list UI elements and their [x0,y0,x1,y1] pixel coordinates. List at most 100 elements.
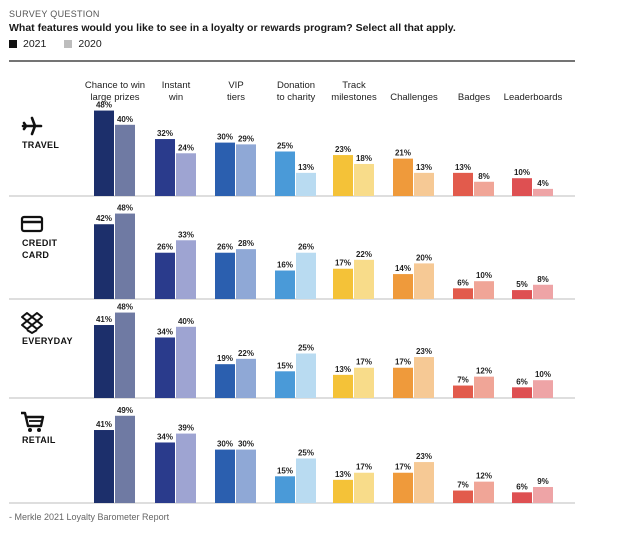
value-label-3-2020-6: 12% [476,472,492,481]
survey-question: What features would you like to see in a… [9,22,456,34]
bar-everyday-2020-0 [115,312,135,398]
value-label-3-2020-4: 17% [356,463,372,472]
value-label-1-2021-5: 14% [395,264,411,273]
column-header-3-line-0: Donation [277,80,315,91]
column-header-6-line-0: Badges [458,92,490,103]
bar-retail-2021-6 [453,490,473,503]
bar-retail-2020-3 [296,458,316,503]
bar-retail-2020-0 [115,415,135,503]
bar-credit-card-2020-0 [115,213,135,299]
value-label-0-2020-5: 13% [416,163,432,172]
value-label-3-2021-0: 41% [96,420,112,429]
value-label-0-2020-1: 24% [178,143,194,152]
bar-credit-card-2020-2 [236,249,256,299]
column-header-7-line-0: Leaderboards [504,92,563,103]
value-label-3-2021-4: 13% [335,470,351,479]
source-note: - Merkle 2021 Loyalty Barometer Report [9,512,170,522]
value-label-1-2021-2: 26% [217,243,233,252]
bar-credit-card-2020-7 [533,284,553,299]
value-label-1-2020-6: 10% [476,271,492,280]
value-label-0-2020-6: 8% [478,172,490,181]
card-outline [20,215,44,233]
value-label-0-2020-7: 4% [537,179,549,188]
value-label-3-2021-2: 30% [217,440,233,449]
bar-credit-card-2021-2 [215,252,235,299]
value-label-0-2021-6: 13% [455,163,471,172]
bar-retail-2020-7 [533,486,553,503]
bar-everyday-2021-5 [393,367,413,398]
cart-wheel-right [37,428,41,432]
legend-swatch-2020 [64,40,73,48]
value-label-1-2020-1: 33% [178,230,194,239]
column-header-1-line-1: win [168,92,183,103]
bar-travel-2020-0 [115,124,135,196]
bar-everyday-2020-7 [533,380,553,398]
bar-retail-2021-5 [393,472,413,503]
bar-everyday-2020-6 [474,376,494,398]
column-header-5-line-0: Challenges [390,92,438,103]
value-label-0-2021-4: 23% [335,145,351,154]
value-label-3-2021-7: 6% [516,482,528,491]
bar-travel-2021-1 [155,139,175,196]
bar-credit-card-2021-3 [275,270,295,299]
value-label-1-2020-2: 28% [238,239,254,248]
bar-credit-card-2020-4 [354,259,374,299]
value-label-2-2020-2: 22% [238,349,254,358]
value-label-0-2021-2: 30% [217,133,233,142]
legend: 2021 2020 [9,38,120,50]
value-label-2-2021-1: 34% [157,327,173,336]
bar-everyday-2020-1 [176,326,196,398]
airplane-icon [21,116,43,136]
bar-credit-card-2021-6 [453,288,473,299]
bar-credit-card-2021-0 [94,224,114,299]
bar-retail-2021-1 [155,442,175,503]
bar-everyday-2021-4 [333,374,353,398]
bar-credit-card-2021-4 [333,268,353,299]
value-label-3-2021-6: 7% [457,481,469,490]
bar-travel-2021-5 [393,158,413,196]
bar-everyday-2021-3 [275,371,295,398]
value-label-3-2020-1: 39% [178,424,194,433]
value-label-1-2020-7: 8% [537,275,549,284]
value-label-1-2021-3: 16% [277,261,293,270]
value-label-2-2021-7: 6% [516,377,528,386]
cart-body [21,411,45,428]
panel-name-1-1: CARD [22,250,49,260]
survey-label: SURVEY QUESTION [9,9,100,19]
bar-everyday-2021-1 [155,337,175,398]
value-label-2-2021-5: 17% [395,358,411,367]
column-header-3-line-1: to charity [277,92,316,103]
box-base [26,329,38,335]
legend-label-2021: 2021 [23,38,47,50]
bar-everyday-2020-5 [414,357,434,398]
bar-credit-card-2020-5 [414,263,434,299]
panel-name-1-0: CREDIT [22,238,58,248]
bar-retail-2020-6 [474,481,494,503]
bar-retail-2021-7 [512,492,532,503]
bar-everyday-2020-4 [354,367,374,398]
bar-retail-2021-4 [333,479,353,503]
value-label-3-2020-2: 30% [238,440,254,449]
bar-credit-card-2020-3 [296,252,316,299]
value-label-0-2021-1: 32% [157,129,173,138]
bar-travel-2020-5 [414,172,434,196]
value-label-0-2021-3: 25% [277,142,293,151]
bar-everyday-2020-3 [296,353,316,398]
bar-credit-card-2021-7 [512,290,532,299]
bar-travel-2020-7 [533,188,553,196]
column-header-4-line-0: Track [342,80,366,91]
bar-travel-2021-0 [94,110,114,196]
value-label-0-2020-0: 40% [117,115,133,124]
cart-wheel-left [28,428,32,432]
bar-travel-2020-4 [354,163,374,196]
bar-travel-2021-3 [275,151,295,196]
column-header-4-line-1: milestones [331,92,377,103]
bar-retail-2021-0 [94,430,114,503]
bar-travel-2021-6 [453,172,473,196]
value-label-2-2020-4: 17% [356,358,372,367]
bar-everyday-2021-2 [215,364,235,398]
bar-everyday-2021-6 [453,385,473,398]
value-label-2-2020-6: 12% [476,367,492,376]
bar-everyday-2021-0 [94,325,114,398]
value-label-3-2020-3: 25% [298,449,314,458]
